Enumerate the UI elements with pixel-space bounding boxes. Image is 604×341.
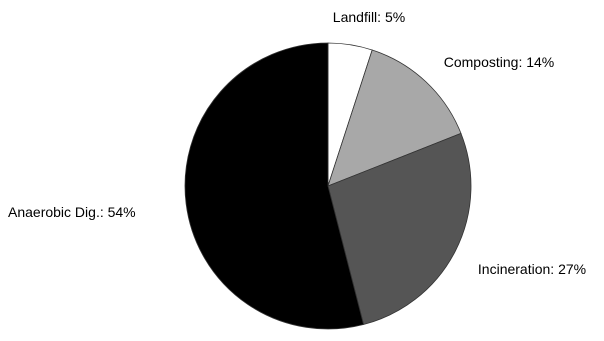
slice-anaerobic-dig — [184, 42, 365, 330]
slices-layer — [184, 42, 472, 330]
labels-layer: Landfill: 5% Composting: 14% Incineratio… — [8, 9, 586, 277]
slice-composting — [327, 49, 462, 187]
slice-label-landfill: Landfill: 5% — [333, 9, 405, 25]
slice-label-anaerobic-dig: Anaerobic Dig.: 54% — [8, 204, 136, 220]
slice-incineration — [327, 132, 472, 325]
slice-label-composting: Composting: 14% — [444, 54, 555, 70]
slice-label-incineration: Incineration: 27% — [478, 261, 586, 277]
